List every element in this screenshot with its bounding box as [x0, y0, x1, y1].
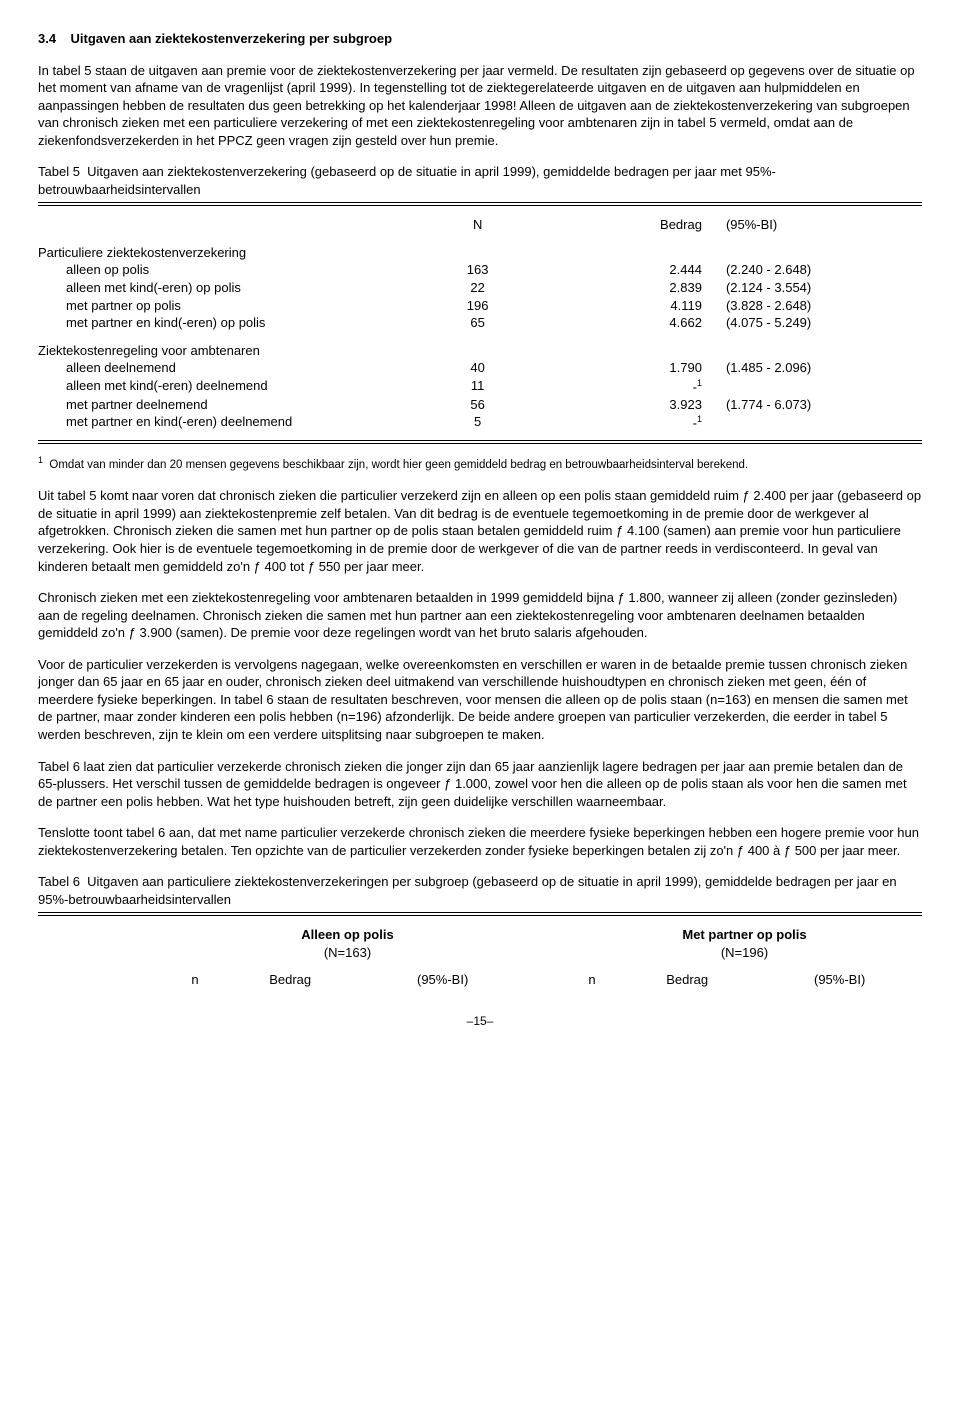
paragraph-4: Voor de particulier verzekerden is vervo… — [38, 656, 922, 744]
table-row: met partner en kind(-eren) op polis 65 4… — [38, 314, 922, 332]
table5-group2-heading: Ziektekostenregeling voor ambtenaren — [38, 342, 922, 360]
table6-caption: Tabel 6 Uitgaven aan particuliere ziekte… — [38, 873, 922, 908]
section-number: 3.4 — [38, 31, 56, 46]
table5-caption-text: Uitgaven aan ziektekostenverzekering (ge… — [38, 164, 776, 197]
table5: N Bedrag (95%-BI) Particuliere ziektekos… — [38, 202, 922, 444]
table-row: met partner deelnemend 56 3.923 (1.774 -… — [38, 396, 922, 414]
header-amount: Bedrag — [531, 216, 708, 234]
header-n: N — [424, 216, 531, 234]
paragraph-2: Uit tabel 5 komt naar voren dat chronisc… — [38, 487, 922, 575]
paragraph-6: Tenslotte toont tabel 6 aan, dat met nam… — [38, 824, 922, 859]
paragraph-5: Tabel 6 laat zien dat particulier verzek… — [38, 758, 922, 811]
table-row: met partner en kind(-eren) deelnemend 5 … — [38, 413, 922, 432]
table-row: alleen met kind(-eren) op polis 22 2.839… — [38, 279, 922, 297]
table-row: alleen op polis 163 2.444 (2.240 - 2.648… — [38, 261, 922, 279]
table6-header-row-2: (N=163) (N=196) — [38, 944, 922, 962]
header-ci: (95%-BI) — [708, 216, 922, 234]
table5-caption: Tabel 5 Uitgaven aan ziektekostenverzeke… — [38, 163, 922, 198]
table6-label: Tabel 6 — [38, 874, 80, 889]
paragraph-1: In tabel 5 staan de uitgaven aan premie … — [38, 62, 922, 150]
table6-caption-text: Uitgaven aan particuliere ziektekostenve… — [38, 874, 897, 907]
page-number: –15– — [38, 1013, 922, 1029]
section-heading: 3.4 Uitgaven aan ziektekostenverzekering… — [38, 30, 922, 48]
table6-header-row-3: n Bedrag (95%-BI) n Bedrag (95%-BI) — [38, 971, 922, 989]
table-row: met partner op polis 196 4.119 (3.828 - … — [38, 297, 922, 315]
table-row: alleen deelnemend 40 1.790 (1.485 - 2.09… — [38, 359, 922, 377]
paragraph-3: Chronisch zieken met een ziektekostenreg… — [38, 589, 922, 642]
section-title: Uitgaven aan ziektekostenverzekering per… — [71, 31, 393, 46]
table5-header-row: N Bedrag (95%-BI) — [38, 216, 922, 234]
table5-group1-heading: Particuliere ziektekostenverzekering — [38, 244, 922, 262]
table6: Alleen op polis Met partner op polis (N=… — [38, 912, 922, 989]
table-row: alleen met kind(-eren) deelnemend 11 -1 — [38, 377, 922, 396]
table6-header-row-1: Alleen op polis Met partner op polis — [38, 926, 922, 944]
table5-label: Tabel 5 — [38, 164, 80, 179]
table5-footnote: 1 Omdat van minder dan 20 mensen gegeven… — [38, 454, 922, 473]
